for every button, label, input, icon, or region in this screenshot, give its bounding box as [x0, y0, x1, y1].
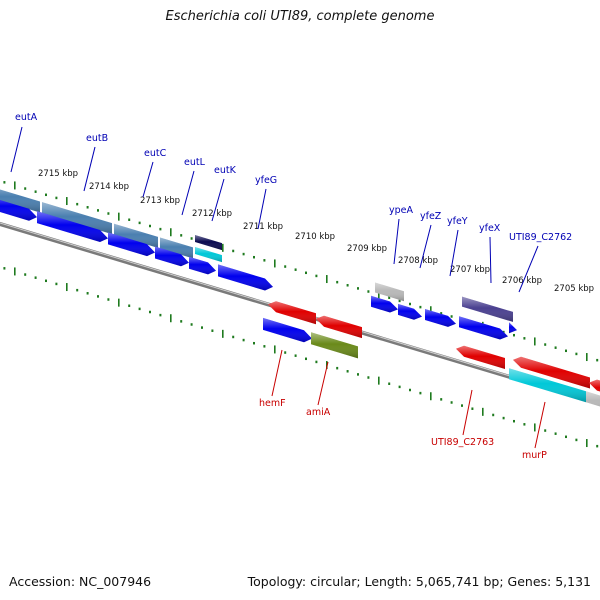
gene-labels: eutA eutB eutC eutL eutK yfeG ypeA yfeZ yfeY yfeX…	[10, 112, 572, 461]
gene-leader-line	[449, 229, 459, 277]
ruler-label: 2710 kbp	[295, 232, 335, 242]
ruler-label: 2706 kbp	[502, 276, 542, 286]
gene-label-reverse: hemF	[259, 398, 286, 409]
feature-tracks	[0, 189, 600, 407]
ruler-label: 2711 kbp	[243, 222, 283, 232]
map-title: Escherichia coli UTI89, complete genome	[165, 9, 435, 24]
feature-navy-shade	[195, 235, 222, 251]
gene-label-forward: eutK	[214, 165, 237, 176]
gene-label-reverse: amiA	[306, 407, 331, 418]
gene-label-forward: eutB	[86, 133, 108, 144]
gene-leader-line	[211, 178, 225, 222]
gene-leader-line	[317, 361, 329, 406]
gene-label-forward: eutL	[184, 157, 206, 168]
cds-forward-11-shade	[509, 322, 517, 334]
cds-reverse-2-shade	[513, 356, 590, 389]
gene-leader-line	[489, 236, 492, 284]
ruler-label: 2713 kbp	[140, 196, 180, 206]
gene-leader-line	[534, 401, 546, 449]
gene-leader-line	[271, 349, 283, 397]
feature-cyan-lower-shade	[509, 368, 586, 403]
cds-forward-12-shade	[263, 317, 312, 343]
feature-cyan-shade	[195, 247, 222, 263]
feature-olive-shade	[311, 332, 358, 359]
gene-label-forward: eutC	[144, 148, 167, 159]
feature-gray-upper-shade	[375, 282, 404, 302]
gene-label-reverse: UTI89_C2763	[431, 437, 494, 448]
gene-leader-line	[10, 126, 23, 173]
cds-reverse-3-shade	[589, 379, 600, 392]
cds-forward-5-shade	[189, 256, 216, 275]
cds-reverse-hemF-shade	[268, 301, 316, 325]
gene-leader-line	[462, 389, 473, 436]
cds-reverse-1-shade	[456, 345, 505, 369]
cds-forward-8-shade	[398, 303, 422, 320]
gene-leader-line	[518, 245, 539, 293]
ruler-label: 2708 kbp	[398, 256, 438, 266]
feature-steelblue-a-shade	[0, 189, 40, 213]
genome-summary-text: Topology: circular; Length: 5,065,741 bp…	[247, 574, 591, 589]
feature-steelblue-b-shade	[42, 202, 112, 235]
gene-leader-line	[181, 170, 195, 216]
ruler-label: 2707 kbp	[450, 265, 490, 275]
cds-forward-9-shade	[425, 309, 456, 327]
accession-text: Accession: NC_007946	[9, 574, 152, 589]
gene-label-forward: eutA	[15, 112, 38, 123]
gene-label-forward: UTI89_C2762	[509, 232, 572, 243]
gene-leader-line	[142, 161, 154, 198]
cds-forward-2-shade	[37, 211, 108, 242]
cds-forward-1-shade	[0, 199, 37, 221]
cds-forward-7-shade	[371, 295, 398, 313]
gene-leader-line	[257, 188, 267, 230]
ruler-label: 2712 kbp	[192, 209, 232, 219]
ruler-label: 2709 kbp	[347, 244, 387, 254]
gene-label-reverse: murP	[522, 450, 547, 461]
feature-slate-shade	[462, 296, 513, 322]
ruler-label: 2715 kbp	[38, 169, 78, 179]
cds-forward-10-shade	[459, 316, 508, 340]
gene-leader-line	[83, 146, 96, 192]
gene-label-forward: yfeX	[479, 223, 501, 234]
gene-label-forward: ypeA	[389, 205, 413, 216]
ruler-label: 2705 kbp	[554, 284, 594, 294]
gene-label-forward: yfeG	[255, 175, 277, 186]
feature-gray-lower-shade	[586, 391, 600, 407]
gene-leader-line	[419, 224, 432, 269]
gene-label-forward: yfeZ	[420, 211, 442, 222]
cds-reverse-amiA-top-shade	[316, 315, 362, 339]
ruler-label: 2714 kbp	[89, 182, 129, 192]
gene-label-forward: yfeY	[447, 216, 468, 227]
cds-forward-4-shade	[155, 246, 189, 267]
ruler-labels: 2715 kbp 2714 kbp 2713 kbp 2712 kbp 2711 kbp…	[38, 169, 594, 294]
gene-leader-line	[393, 218, 400, 265]
cds-forward-6-shade	[218, 264, 273, 291]
feature-steelblue-c-shade	[114, 223, 158, 248]
cds-forward-3-shade	[108, 232, 155, 257]
feature-steelblue-d-shade	[160, 237, 193, 259]
